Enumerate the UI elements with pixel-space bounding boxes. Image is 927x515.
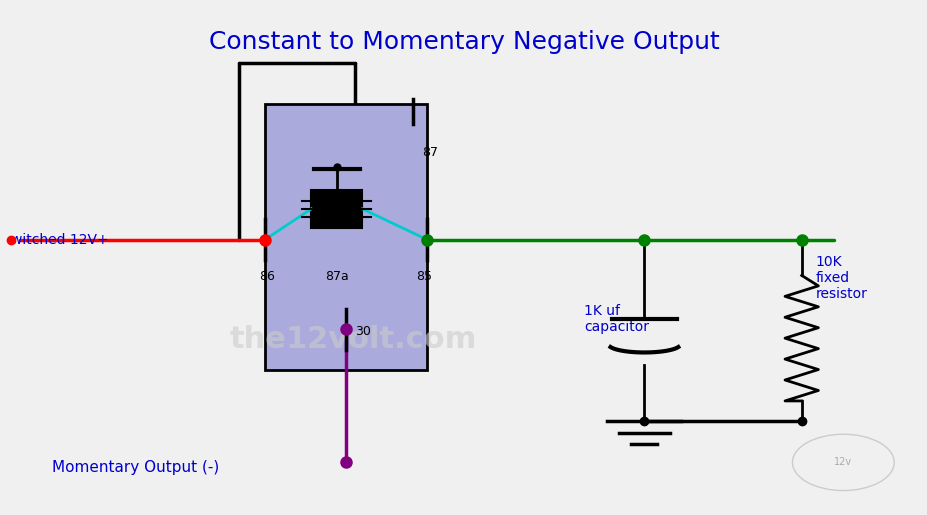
- Text: the12volt.com: the12volt.com: [229, 325, 476, 354]
- FancyBboxPatch shape: [265, 104, 426, 370]
- Text: Momentary Output (-): Momentary Output (-): [52, 460, 220, 475]
- Text: 87: 87: [422, 146, 438, 159]
- Text: 85: 85: [416, 270, 432, 283]
- Text: 10K
fixed
resistor: 10K fixed resistor: [815, 255, 867, 301]
- Text: 30: 30: [355, 325, 371, 338]
- Text: 86: 86: [259, 270, 274, 283]
- Text: witched 12V+: witched 12V+: [10, 233, 108, 247]
- Bar: [311, 190, 362, 228]
- Text: 1K uf
capacitor: 1K uf capacitor: [584, 304, 649, 334]
- Text: 12v: 12v: [833, 457, 852, 468]
- Text: Constant to Momentary Negative Output: Constant to Momentary Negative Output: [209, 30, 718, 55]
- Text: 87a: 87a: [324, 270, 349, 283]
